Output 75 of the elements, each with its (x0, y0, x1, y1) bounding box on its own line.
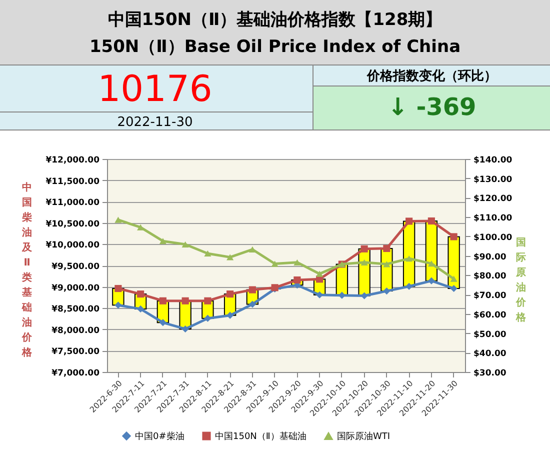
text: 价格指数变化（环比） (366, 68, 497, 84)
y2-tick-label: $40.00 (474, 349, 506, 360)
y2-tick-label: $70.00 (474, 291, 506, 302)
y2-tick-label: $130.00 (474, 174, 512, 185)
point (428, 277, 435, 284)
point (137, 224, 144, 230)
point (428, 260, 435, 267)
point (294, 259, 301, 266)
point (204, 297, 212, 304)
text: 中国柴油及Ⅱ类基础油价格 (22, 182, 32, 358)
y-tick-label: ¥10,000.00 (46, 240, 100, 251)
point (204, 250, 212, 257)
point (159, 319, 166, 326)
y-tick-label: ¥12,000.00 (46, 156, 100, 166)
point (114, 284, 122, 292)
point (114, 302, 122, 309)
point (159, 297, 166, 304)
point (114, 216, 122, 223)
point (204, 314, 212, 322)
legend-label: 中国0#柴油 (135, 430, 184, 442)
y2-tick-label: $140.00 (474, 156, 512, 166)
point (248, 300, 256, 308)
point (450, 276, 458, 282)
y-tick-label: ¥8,000.00 (52, 326, 100, 336)
point (182, 297, 189, 304)
point (406, 282, 413, 290)
y-tick-label: ¥11,000.00 (46, 198, 100, 208)
y2-tick-label: $30.00 (474, 368, 506, 378)
y2-tick-label: $80.00 (474, 272, 506, 282)
point (159, 238, 166, 244)
point (316, 291, 324, 298)
y2-axis-title: 国际原油价格 (515, 238, 527, 324)
chart-subtitle: 150N（Ⅱ）Base Oil Price Index of China (89, 37, 461, 57)
legend-label: 中国150N（Ⅱ）基础油 (215, 430, 306, 442)
y2-tick-label: $50.00 (474, 330, 506, 340)
y2-tick-label: $100.00 (474, 232, 512, 243)
point (360, 259, 368, 266)
point (137, 290, 144, 298)
y-tick-label: ¥10,500.00 (46, 219, 100, 230)
legend-label: 国际原油WTI (337, 431, 390, 442)
point (383, 288, 390, 295)
text: 10176 (98, 69, 212, 110)
y2-tick-label: $90.00 (474, 252, 506, 262)
point (406, 218, 413, 225)
point (450, 284, 458, 292)
point (226, 312, 234, 319)
point (248, 246, 256, 252)
y-tick-label: ¥9,000.00 (52, 283, 100, 294)
point (360, 245, 368, 252)
y-tick-label: ¥11,500.00 (46, 176, 100, 187)
y-tick-label: ¥7,000.00 (52, 368, 100, 378)
text: ↓ -369 (388, 93, 476, 121)
chart-title: 中国150N（Ⅱ）基础油价格指数【128期】 (108, 10, 442, 30)
y2-tick-label: $60.00 (474, 310, 506, 320)
y-tick-label: ¥9,500.00 (52, 262, 100, 272)
point (182, 241, 189, 248)
y2-tick-label: $110.00 (474, 214, 512, 224)
y-tick-label: ¥8,500.00 (52, 304, 100, 315)
point (226, 254, 234, 260)
y2-tick-label: $120.00 (474, 194, 512, 204)
point (360, 292, 368, 300)
y-tick-label: ¥7,500.00 (52, 347, 100, 358)
point (248, 286, 256, 294)
point (226, 290, 234, 298)
point (406, 255, 413, 262)
point (316, 270, 324, 277)
point (137, 305, 144, 312)
point (271, 260, 278, 267)
point (450, 233, 458, 240)
point (383, 244, 390, 252)
point (428, 217, 435, 225)
point (294, 276, 301, 284)
point (383, 261, 390, 268)
point (182, 325, 189, 333)
text: 2022-11-30 (117, 115, 193, 130)
